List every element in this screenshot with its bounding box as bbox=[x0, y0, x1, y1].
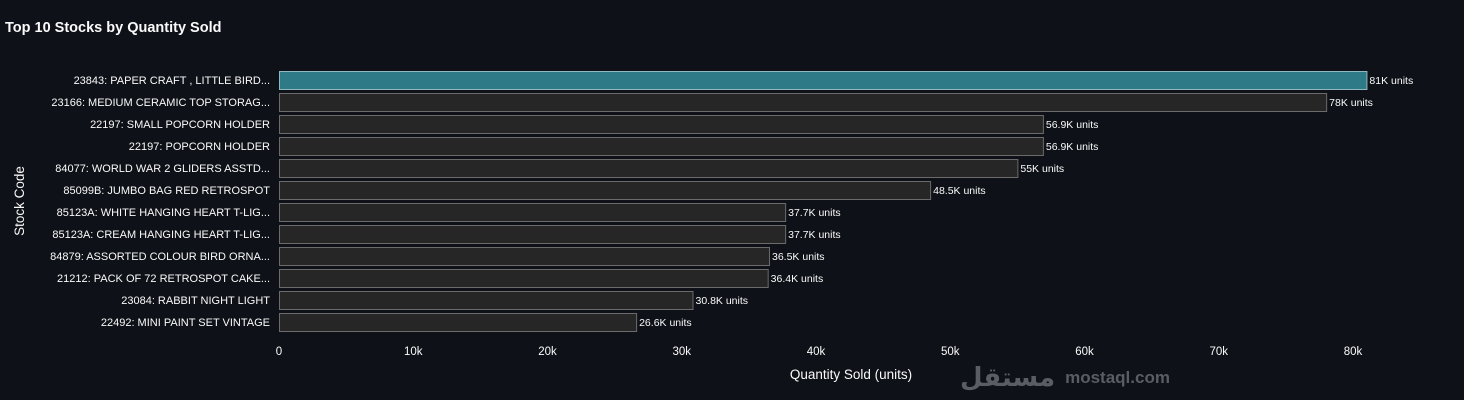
data-label: 78K units bbox=[1329, 97, 1373, 109]
bar bbox=[279, 313, 638, 332]
y-tick-label: 84879: ASSORTED COLOUR BIRD ORNA... bbox=[50, 251, 270, 263]
bar bbox=[279, 291, 694, 310]
x-tick-label: 0 bbox=[276, 346, 282, 358]
x-tick-label: 10k bbox=[404, 346, 423, 358]
x-tick-label: 50k bbox=[941, 346, 960, 358]
watermark-arabic: مستقل bbox=[960, 362, 1056, 392]
y-axis-title: Stock Code bbox=[12, 166, 27, 236]
data-label: 48.5K units bbox=[933, 185, 986, 197]
x-tick-label: 20k bbox=[538, 346, 557, 358]
x-tick-label: 40k bbox=[807, 346, 826, 358]
y-tick-label: 85123A: CREAM HANGING HEART T-LIG... bbox=[52, 229, 270, 241]
y-tick-label: 22492: MINI PAINT SET VINTAGE bbox=[101, 317, 270, 329]
y-tick-label: 22197: SMALL POPCORN HOLDER bbox=[90, 119, 270, 131]
y-tick-label: 85099B: JUMBO BAG RED RETROSPOT bbox=[63, 185, 270, 197]
y-tick-label: 21212: PACK OF 72 RETROSPOT CAKE... bbox=[57, 273, 270, 285]
y-tick-label: 23166: MEDIUM CERAMIC TOP STORAG... bbox=[51, 97, 270, 109]
bar bbox=[279, 93, 1328, 112]
y-tick-label: 23843: PAPER CRAFT , LITTLE BIRD... bbox=[74, 75, 270, 87]
x-tick-label: 30k bbox=[672, 346, 691, 358]
bar bbox=[279, 159, 1019, 178]
bar bbox=[279, 225, 787, 244]
watermark-logo: مستقل mostaql.com bbox=[960, 364, 1170, 390]
bar bbox=[279, 181, 932, 200]
y-tick-label: 85123A: WHITE HANGING HEART T-LIG... bbox=[57, 207, 270, 219]
x-tick-label: 60k bbox=[1075, 346, 1094, 358]
bar bbox=[279, 115, 1044, 134]
data-label: 36.4K units bbox=[771, 273, 824, 285]
x-axis-title: Quantity Sold (units) bbox=[790, 367, 912, 382]
data-label: 56.9K units bbox=[1046, 119, 1099, 131]
data-label: 26.6K units bbox=[639, 317, 692, 329]
y-tick-label: 84077: WORLD WAR 2 GLIDERS ASSTD... bbox=[55, 163, 270, 175]
y-tick-label: 22197: POPCORN HOLDER bbox=[129, 141, 270, 153]
watermark-latin: mostaql.com bbox=[1065, 367, 1170, 387]
bar bbox=[279, 203, 787, 222]
chart-title: Top 10 Stocks by Quantity Sold bbox=[5, 20, 222, 36]
bar bbox=[279, 71, 1368, 90]
y-tick-label: 23084: RABBIT NIGHT LIGHT bbox=[121, 295, 270, 307]
bar bbox=[279, 269, 769, 288]
bar bbox=[279, 137, 1044, 156]
x-tick-label: 70k bbox=[1209, 346, 1228, 358]
x-tick-label: 80k bbox=[1344, 346, 1363, 358]
data-label: 37.7K units bbox=[788, 207, 841, 219]
data-label: 36.5K units bbox=[772, 251, 825, 263]
data-label: 37.7K units bbox=[788, 229, 841, 241]
data-label: 55K units bbox=[1020, 163, 1064, 175]
data-label: 81K units bbox=[1369, 75, 1413, 87]
data-label: 56.9K units bbox=[1046, 141, 1099, 153]
data-label: 30.8K units bbox=[695, 295, 748, 307]
bar bbox=[279, 247, 771, 266]
